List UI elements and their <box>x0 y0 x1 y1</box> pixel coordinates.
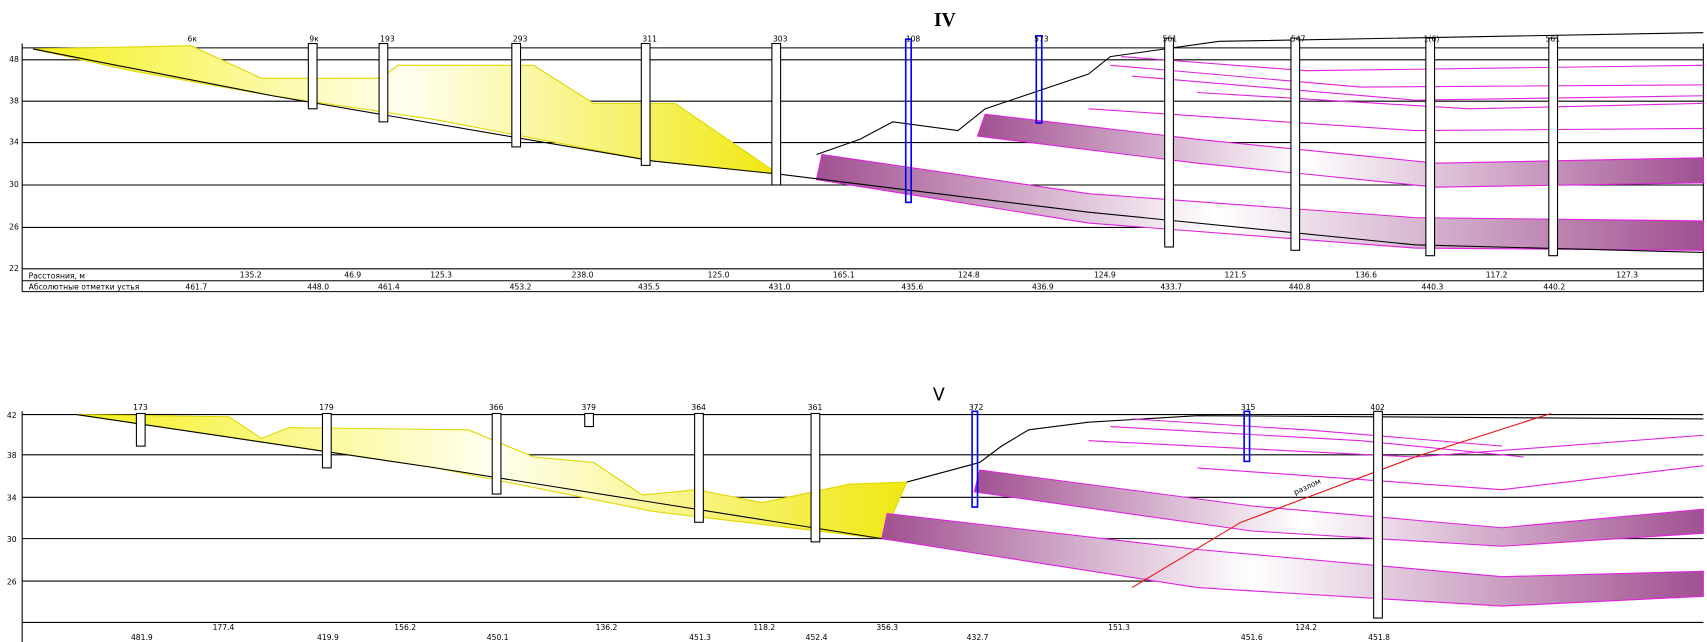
elevation-mark: 451.6 <box>1241 633 1263 642</box>
distance-label: 165.1 <box>833 270 855 279</box>
elevation-mark: 435.5 <box>638 282 660 291</box>
elevation-mark: 440.8 <box>1289 282 1311 291</box>
distance-label: 121.5 <box>1225 270 1247 279</box>
elevation-mark: 461.4 <box>378 282 400 291</box>
borehole-label: 372 <box>969 403 984 412</box>
borehole-label: 311 <box>642 34 657 43</box>
fill-layer <box>32 45 779 175</box>
elevation-label: 38 <box>7 451 17 460</box>
elevation-label: 34 <box>9 138 19 147</box>
distance-label: 124.8 <box>958 270 980 279</box>
elevation-label: 38 <box>9 96 19 105</box>
coal-seam-lower <box>815 153 1704 251</box>
elevation-mark: 435.6 <box>901 282 923 291</box>
borehole-label: 402 <box>1370 403 1385 412</box>
distance-label: 151.3 <box>1108 623 1130 632</box>
borehole-label: 364 <box>691 403 706 412</box>
coal-seam-upper <box>973 469 1704 547</box>
distance-label: 156.2 <box>394 623 416 632</box>
elevation-mark: 431.0 <box>769 282 791 291</box>
distance-label: 136.6 <box>1355 270 1377 279</box>
elevation-label: 42 <box>7 411 17 420</box>
borehole-label: 173 <box>133 403 148 412</box>
seam-lines <box>1088 56 1704 132</box>
elevation-mark: 436.9 <box>1032 282 1054 291</box>
surface-line <box>906 415 1704 483</box>
elevation-mark: 450.1 <box>487 633 509 642</box>
boreholes <box>135 410 1383 619</box>
elevation-mark: 448.0 <box>307 282 329 291</box>
elevation-label: 34 <box>7 494 17 503</box>
row-label: Абсолютные отметки устья <box>29 282 140 291</box>
distance-label: 118.2 <box>753 623 775 632</box>
section-title: V <box>933 385 945 405</box>
elevation-mark: 452.4 <box>806 633 828 642</box>
coal-seam-lower <box>881 513 1704 607</box>
coal-seam-upper <box>976 113 1704 188</box>
elevation-mark: 481.9 <box>131 633 153 642</box>
borehole-label: 6к <box>188 34 198 43</box>
distance-label: 238.0 <box>572 270 594 279</box>
borehole-label: 193 <box>380 34 395 43</box>
elevation-label: 26 <box>9 223 19 232</box>
distance-label: 356.3 <box>876 623 898 632</box>
borehole-label: 561 <box>1163 34 1178 43</box>
borehole-label: 547 <box>1291 34 1306 43</box>
row-label: Расстояния, м <box>29 272 86 281</box>
distance-label: 117.2 <box>1486 270 1508 279</box>
borehole-label: 1(6) <box>1424 34 1440 43</box>
section-iv: IV 48 38 34 30 26 22 6к 9к 193 293 311 303 108 573 561… <box>9 10 1704 293</box>
elevation-mark: 451.8 <box>1368 633 1390 642</box>
borehole-label: 303 <box>773 34 788 43</box>
borehole-label: 108 <box>906 34 921 43</box>
elevation-mark: 451.3 <box>689 633 711 642</box>
elevation-label: 26 <box>7 577 17 586</box>
ground-line <box>76 414 882 540</box>
boreholes <box>307 35 1559 257</box>
borehole-label: 573 <box>1034 34 1049 43</box>
elevation-mark: 440.3 <box>1422 282 1444 291</box>
elevation-mark: 453.2 <box>510 282 532 291</box>
borehole-label: 9к <box>309 34 319 43</box>
distance-label: 136.2 <box>596 623 618 632</box>
borehole-label: 379 <box>581 403 596 412</box>
distance-label: 124.9 <box>1094 270 1116 279</box>
elevation-label: 30 <box>9 180 19 189</box>
section-title: IV <box>934 10 956 31</box>
distance-label: 125.0 <box>708 270 730 279</box>
elevation-label: 22 <box>9 264 19 273</box>
elevation-mark: 433.7 <box>1160 282 1182 291</box>
borehole-label: 361 <box>808 403 823 412</box>
distance-label: 124.2 <box>1295 623 1317 632</box>
elevation-label: 30 <box>7 535 17 544</box>
surface-line <box>816 32 1704 156</box>
borehole-label: 366 <box>489 403 504 412</box>
elevation-mark: 461.7 <box>185 282 207 291</box>
borehole-label: 293 <box>513 34 528 43</box>
distance-label: 135.2 <box>240 270 262 279</box>
borehole-label: 561 <box>1546 34 1561 43</box>
distance-label: 125.3 <box>430 270 452 279</box>
borehole-label: 315 <box>1241 403 1256 412</box>
distance-label: 177.4 <box>213 623 235 632</box>
borehole-label: 179 <box>319 403 334 412</box>
elevation-mark: 440.2 <box>1543 282 1565 291</box>
elevation-label: 48 <box>9 55 19 64</box>
elevation-mark: 432.7 <box>967 633 989 642</box>
distance-label: 46.9 <box>344 270 361 279</box>
distance-label: 127.3 <box>1616 270 1638 279</box>
fault-line <box>1131 412 1552 589</box>
elevation-mark: 419.9 <box>317 633 339 642</box>
